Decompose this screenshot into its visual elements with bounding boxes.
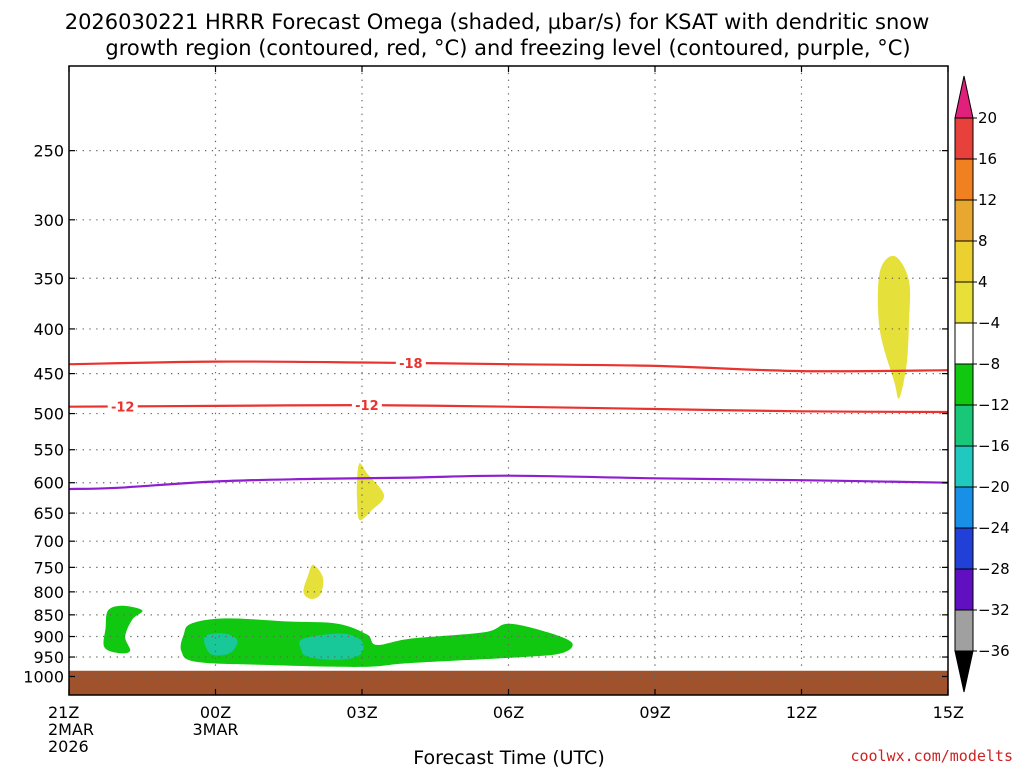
credit-link[interactable]: coolwx.com/modelts (850, 747, 1013, 765)
colorbar-segment (954, 158, 974, 201)
y-tick-label: 600 (33, 474, 64, 493)
colorbar-bottom-arrow (954, 650, 974, 693)
x-tick-label: 03Z (346, 703, 377, 722)
colorbar-label: −20 (978, 478, 1010, 496)
contour-line-dendritic_contour (69, 403, 948, 414)
omega-pos-mid (356, 463, 385, 521)
colorbar-label: −4 (978, 314, 1000, 332)
y-tick-label: 850 (33, 606, 64, 625)
colorbar-segment (954, 281, 974, 324)
x-tick-line: 15Z (933, 703, 964, 722)
y-tick-label: 1000 (23, 667, 64, 686)
colorbar-label: 12 (978, 191, 997, 209)
colorbar-label: 20 (978, 109, 997, 127)
colorbar-label: 16 (978, 150, 997, 168)
colorbar-segment (954, 527, 974, 570)
colorbar-segment (954, 322, 974, 365)
x-tick-line: 06Z (493, 703, 524, 722)
colorbar-label: −12 (978, 396, 1010, 414)
colorbar-label: −24 (978, 519, 1010, 537)
plot-inner: -18 -12 -12 (69, 66, 948, 695)
y-tick-label: 300 (33, 211, 64, 230)
contour-label: -12 (111, 400, 135, 415)
colorbar-top-arrow (954, 75, 974, 119)
y-tick-label: 800 (33, 583, 64, 602)
y-tick-label: 450 (33, 365, 64, 384)
y-tick-label: 350 (33, 269, 64, 288)
omega-neg-main (180, 618, 573, 667)
y-tick-label: 700 (33, 532, 64, 551)
contour-label-bg (351, 397, 382, 414)
omega-pos-low (303, 564, 324, 599)
x-tick-line: 3MAR (192, 720, 238, 739)
contour-label: -12 (355, 399, 379, 414)
x-tick-label: 00Z 3MAR (192, 703, 238, 739)
omega-neg-cell-1 (203, 633, 238, 656)
y-tick-label: 750 (33, 558, 64, 577)
colorbar-segment (954, 445, 974, 488)
x-tick-label: 12Z (786, 703, 817, 722)
x-tick-line: 03Z (346, 703, 377, 722)
x-axis-label: Forecast Time (UTC) (413, 747, 604, 768)
pressure-axis: 250 300 350 400 450 500 550 600 650 700 750 800 850 9… (23, 142, 948, 686)
plot-frame (68, 65, 949, 696)
x-tick-line: 00Z (200, 703, 231, 722)
time-axis: 21Z 2MAR 2026 00Z 3MAR 03Z 06Z 09Z 12Z 15Z (48, 66, 964, 756)
colorbar-segment (954, 486, 974, 529)
omega-pos-upper-right (877, 255, 911, 399)
contour-line-dendritic_contour (69, 360, 948, 373)
colorbar-label: 8 (978, 232, 988, 250)
y-tick-label: 400 (33, 320, 64, 339)
omega-neg-cell-2 (299, 633, 364, 660)
y-tick-label: 500 (33, 405, 64, 424)
colorbar-label: −16 (978, 437, 1010, 455)
colorbar-segment (954, 240, 974, 283)
colorbar-segment (954, 609, 974, 652)
contour-label-bg (395, 355, 426, 372)
contour-line-freezing_level (69, 474, 948, 491)
x-tick-label: 09Z (639, 703, 670, 722)
colorbar-label: −28 (978, 560, 1010, 578)
x-tick-line: 09Z (639, 703, 670, 722)
contour-label: -18 (399, 357, 423, 372)
chart-title-line-1: 2026030221 HRRR Forecast Omega (shaded, … (65, 10, 930, 34)
colorbar-segment (954, 117, 974, 160)
y-tick-label: 650 (33, 504, 64, 523)
plot-area: -18 -12 -12 (68, 65, 949, 696)
colorbar-label: −36 (978, 642, 1010, 660)
x-tick-line: 21Z (48, 703, 79, 722)
x-tick-label: 06Z (493, 703, 524, 722)
x-tick-line: 12Z (786, 703, 817, 722)
x-tick-line: 2026 (48, 737, 89, 756)
y-tick-label: 550 (33, 441, 64, 460)
x-tick-label: 21Z 2MAR 2026 (48, 703, 94, 756)
contour-label-bg (107, 398, 138, 415)
y-tick-label: 950 (33, 648, 64, 667)
colorbar-label: −32 (978, 601, 1010, 619)
chart-title-line-2: growth region (contoured, red, °C) and f… (105, 36, 910, 60)
x-tick-line: 2MAR (48, 720, 94, 739)
colorbar-segment (954, 199, 974, 242)
y-tick-label: 250 (33, 142, 64, 161)
colorbar-label: 4 (978, 273, 988, 291)
colorbar-segment (954, 404, 974, 447)
omega-neg-left (103, 605, 143, 654)
colorbar-segment (954, 568, 974, 611)
colorbar: 20 16 12 8 4 −4 −8 −12 −16 −20 −24 −28 −32 −36 (954, 75, 1010, 693)
colorbar-label: −8 (978, 355, 1000, 373)
y-tick-label: 900 (33, 628, 64, 647)
x-tick-label: 15Z (933, 703, 964, 722)
colorbar-segment (954, 363, 974, 406)
